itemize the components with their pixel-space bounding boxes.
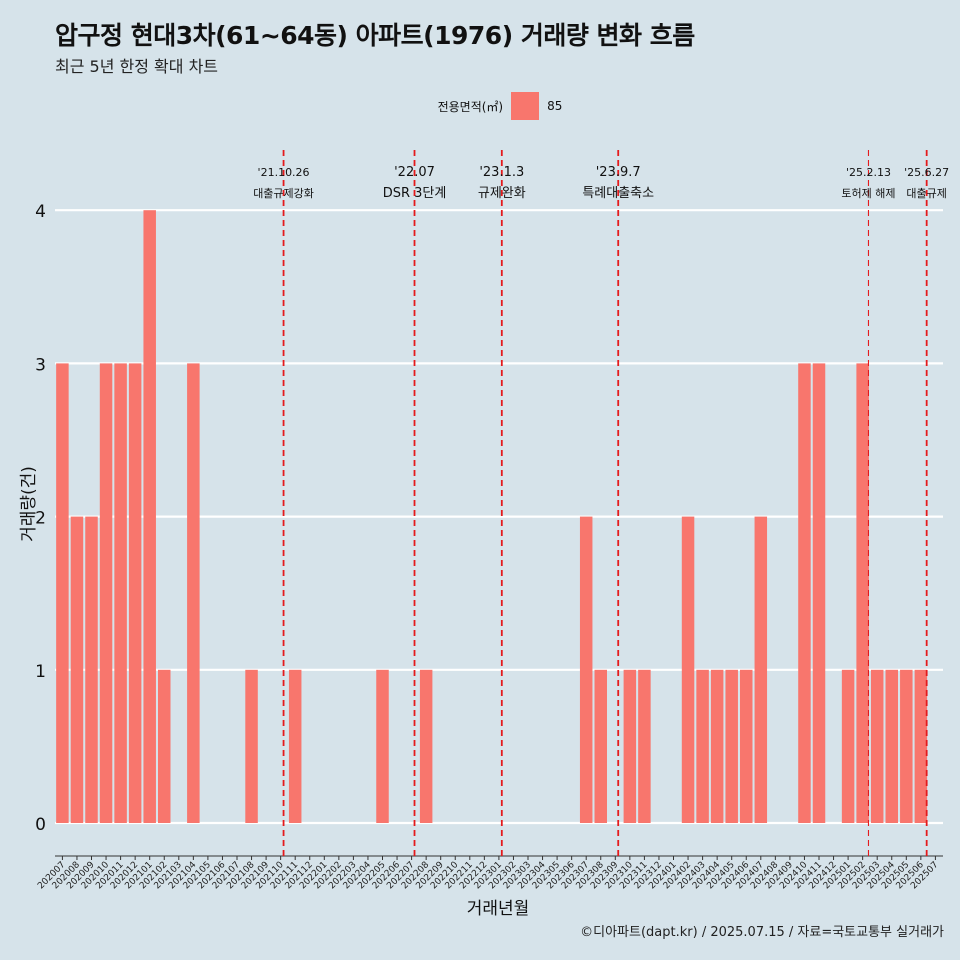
- bar: [754, 516, 768, 823]
- bar: [914, 669, 928, 823]
- bar: [812, 363, 826, 823]
- annotation-date: '22.07: [394, 165, 435, 180]
- legend-title: 전용면적(㎡): [437, 99, 504, 114]
- y-tick-label: 4: [35, 202, 46, 222]
- annotation-label: DSR 3단계: [383, 186, 447, 201]
- bar: [376, 669, 389, 823]
- y-tick-label: 1: [35, 662, 46, 682]
- annotation-label: 특례대출축소: [582, 186, 654, 201]
- legend-label: 85: [547, 99, 563, 113]
- bar: [288, 669, 302, 823]
- y-tick-label: 0: [35, 815, 46, 835]
- bar: [710, 669, 724, 823]
- bar: [594, 669, 607, 823]
- source-caption: ©디아파트(dapt.kr) / 2025.07.15 / 자료=국토교통부 실…: [580, 925, 944, 940]
- bar: [841, 669, 855, 823]
- bar: [56, 363, 69, 823]
- annotation-label: 규제완화: [478, 186, 526, 201]
- bar: [696, 669, 709, 823]
- annotation-date: '25.2.13: [846, 166, 891, 179]
- annotation-date: '21.10.26: [258, 166, 310, 179]
- legend: 전용면적(㎡) 85: [0, 92, 960, 120]
- bar: [245, 669, 258, 823]
- bar: [158, 669, 171, 823]
- bar: [885, 669, 898, 823]
- bar: [798, 363, 811, 823]
- bar: [856, 363, 869, 823]
- chart-subtitle: 최근 5년 한정 확대 차트: [55, 57, 219, 76]
- y-tick-label: 2: [35, 509, 46, 529]
- bar: [900, 669, 913, 823]
- bar: [99, 363, 113, 823]
- bar: [128, 363, 142, 823]
- bar: [70, 516, 84, 823]
- annotation-date: '23.1.3: [479, 165, 524, 180]
- bar: [187, 363, 200, 823]
- bar: [740, 669, 753, 823]
- bar: [638, 669, 651, 823]
- bar: [143, 210, 156, 823]
- annotation-label: 대출규제: [906, 187, 946, 200]
- annotation-date: '23.9.7: [596, 165, 641, 180]
- annotation-label: 대출규제강화: [253, 187, 314, 200]
- x-axis-title: 거래년월: [467, 899, 530, 919]
- bar: [579, 516, 593, 823]
- bar: [623, 669, 637, 823]
- bar: [114, 363, 127, 823]
- y-axis-title: 거래량(건): [19, 466, 39, 542]
- bar: [870, 669, 884, 823]
- chart-title: 압구정 현대3차(61~64동) 아파트(1976) 거래량 변화 흐름: [55, 21, 695, 50]
- y-tick-label: 3: [35, 355, 46, 375]
- legend-swatch: [511, 92, 540, 120]
- bar: [419, 669, 433, 823]
- annotation-label: 토허제 해제: [841, 186, 895, 200]
- bar: [681, 516, 695, 823]
- bar: [85, 516, 98, 823]
- bar: [725, 669, 738, 823]
- annotation-date: '25.6.27: [904, 166, 949, 179]
